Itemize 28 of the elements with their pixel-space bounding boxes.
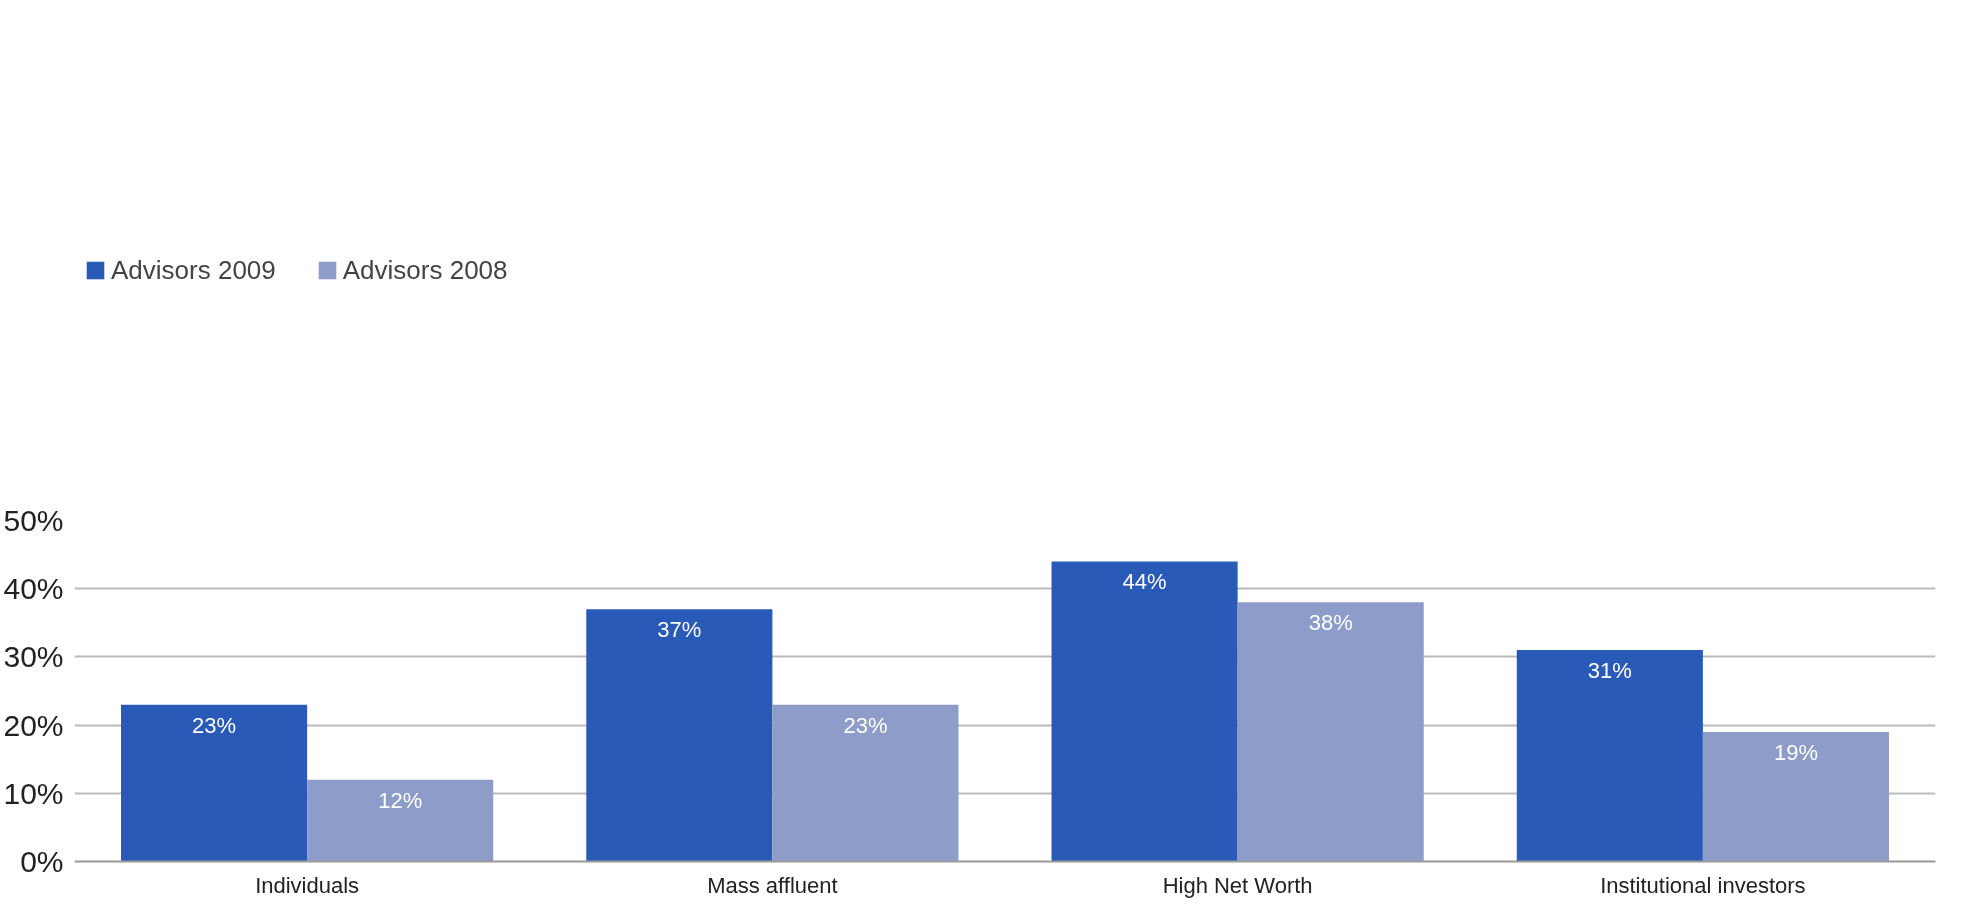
x-tick-label: Individuals xyxy=(255,872,360,898)
x-tick-label: Institutional investors xyxy=(1600,872,1806,898)
y-tick-label: 50% xyxy=(3,504,64,537)
legend-label: Advisors 2009 xyxy=(111,254,276,286)
bar xyxy=(1237,602,1424,862)
y-tick-label: 0% xyxy=(20,845,64,878)
text: 12% xyxy=(378,787,423,813)
bar xyxy=(121,704,308,862)
text: 31% xyxy=(1587,658,1632,684)
legend-label: Advisors 2008 xyxy=(342,254,508,286)
y-tick-label: 10% xyxy=(3,776,64,810)
y-tick-label: 40% xyxy=(3,572,64,606)
bar xyxy=(1702,731,1889,862)
y-tick-label: 20% xyxy=(3,708,64,742)
bar xyxy=(307,779,494,862)
y-tick-label: 30% xyxy=(3,640,64,674)
text: 44% xyxy=(1122,569,1167,595)
bar xyxy=(1516,650,1703,862)
text: 19% xyxy=(1773,739,1818,765)
text: 23% xyxy=(843,712,888,738)
bar xyxy=(772,704,959,862)
text: 23% xyxy=(192,712,237,738)
x-tick-label: High Net Worth xyxy=(1162,872,1313,898)
text: 37% xyxy=(657,617,702,643)
text: 38% xyxy=(1308,610,1353,636)
x-tick-label: Mass affluent xyxy=(707,872,838,898)
bar xyxy=(1051,561,1238,862)
bar xyxy=(586,609,773,862)
